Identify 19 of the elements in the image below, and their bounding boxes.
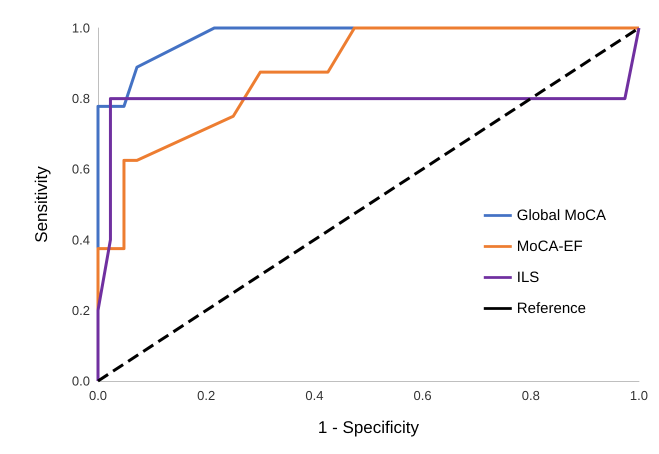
y-tick-label: 0.2 [72,302,90,318]
line-series [96,26,640,382]
legend-label: Reference [516,300,586,317]
legend-label: MoCA-EF [516,238,583,255]
y-axis-title: Sensitivity [32,166,51,243]
y-tick-label: 0.0 [72,374,90,388]
legend-label: Global MoCA [516,207,606,224]
y-tick-label: 0.4 [72,232,90,248]
x-axis-title: 1 - Specificity [318,418,420,437]
x-tick-label: 0.0 [88,388,108,403]
x-tick-label: 1.0 [630,388,648,403]
y-tick-label: 0.6 [72,162,90,177]
x-tick-label: 0.2 [197,388,216,403]
x-tick-label: 0.8 [522,388,540,403]
x-tick-label: 0.4 [305,388,324,403]
legend-label: ILS [516,269,540,286]
x-tick-label: 0.6 [414,388,432,403]
y-tick-label: 1.0 [72,20,90,36]
y-tick-label: 0.8 [72,91,90,106]
